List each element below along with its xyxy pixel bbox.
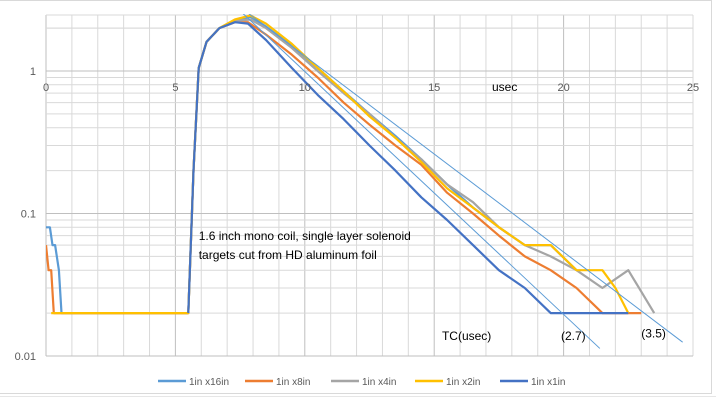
x-tick-label: 20 <box>557 82 569 94</box>
series-line-1in-x4in <box>187 18 656 314</box>
x-axis-label: usec <box>492 80 517 94</box>
x-tick-label: 15 <box>428 82 440 94</box>
trendline <box>248 14 683 343</box>
x-tick-label: 25 <box>687 82 699 94</box>
trendlines <box>242 14 683 349</box>
annotation-text: TC(usec) <box>442 329 491 343</box>
legend-item[interactable]: 1in x4in <box>331 377 396 388</box>
series-line-1in-x2in <box>51 14 630 315</box>
legend-item[interactable]: 1in x1in <box>500 377 565 388</box>
legend-item[interactable]: 1in x16in <box>158 377 229 388</box>
x-tick-label: 10 <box>299 82 311 94</box>
legend-label: 1in x2in <box>446 377 480 388</box>
legend-item[interactable]: 1in x8in <box>245 377 310 388</box>
y-tick-label: 1 <box>30 66 36 78</box>
legend-label: 1in x8in <box>276 377 310 388</box>
legend: 1in x16in 1in x8in 1in x4in 1in x2in 1in… <box>158 377 565 388</box>
chart-border-top <box>0 0 712 1</box>
y-tick-label: 0.01 <box>15 351 36 363</box>
annotation-text: targets cut from HD aluminum foil <box>199 248 377 262</box>
x-tick-label: 5 <box>172 82 178 94</box>
annotation-text: (3.5) <box>641 326 666 340</box>
legend-item[interactable]: 1in x2in <box>415 377 480 388</box>
legend-label: 1in x1in <box>531 377 565 388</box>
annotation-text: (2.7) <box>561 329 586 343</box>
series-line-1in-x1in <box>187 21 629 315</box>
series-line-1in-x8in <box>46 21 642 315</box>
annotation-text: 1.6 inch mono coil, single layer solenoi… <box>199 229 411 243</box>
x-axis-ticks: 0 5 10 15 20 25 <box>43 82 699 94</box>
gridlines <box>45 14 694 357</box>
legend-label: 1in x16in <box>189 377 229 388</box>
plot-area <box>46 14 656 315</box>
legend-label: 1in x4in <box>362 377 396 388</box>
x-tick-label: 0 <box>43 82 49 94</box>
trendline <box>242 14 601 349</box>
annotations: 1.6 inch mono coil, single layer solenoi… <box>199 229 666 343</box>
spreadsheet-below <box>0 396 716 405</box>
y-axis-ticks: 1 0.1 0.01 <box>15 66 36 363</box>
y-tick-label: 0.1 <box>21 209 36 221</box>
